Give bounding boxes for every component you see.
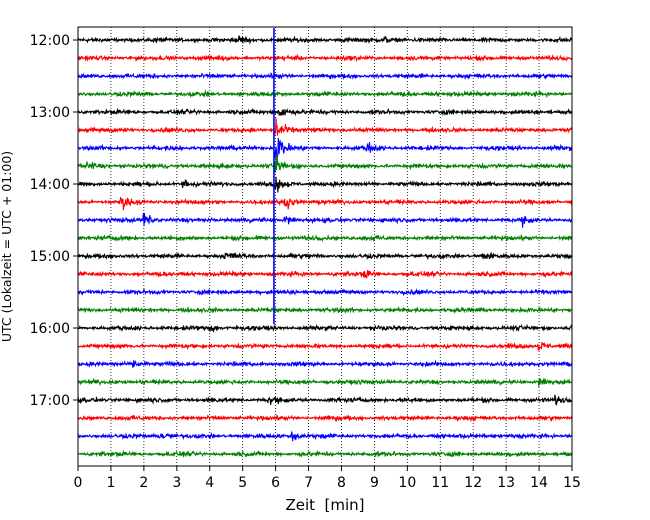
trace-1245 [77, 89, 573, 99]
trace-1215 [77, 53, 573, 63]
trace-1645 [77, 377, 573, 387]
x-tick-label: 0 [74, 475, 83, 491]
y-tick-label: 14:00 [30, 177, 70, 193]
trace-1530 [77, 288, 573, 297]
trace-1400 [77, 176, 573, 193]
x-tick-label: 4 [205, 475, 214, 491]
trace-1430 [77, 212, 573, 228]
y-tick-label: 12:00 [30, 33, 70, 49]
y-axis-ticks: 12:00 13:00 14:00 15:00 16:00 17:00 [30, 33, 78, 409]
helicorder-traces [77, 35, 573, 459]
x-tick-label: 13 [497, 475, 515, 491]
trace-1745 [77, 449, 573, 459]
trace-1330 [77, 137, 573, 165]
y-tick-label: 13:00 [30, 105, 70, 121]
y-tick-label: 16:00 [30, 321, 70, 337]
x-tick-label: 11 [431, 475, 449, 491]
x-tick-label: 5 [238, 475, 247, 491]
x-axis-title: Zeit [min] [285, 496, 364, 514]
trace-1515 [77, 269, 573, 279]
plot-frame [77, 26, 573, 467]
x-tick-label: 10 [398, 475, 416, 491]
trace-1445 [77, 233, 573, 243]
x-tick-label: 12 [464, 475, 482, 491]
x-tick-label: 1 [106, 475, 115, 491]
trace-1600 [77, 323, 573, 333]
trace-1315 [77, 117, 573, 136]
trace-1700 [77, 394, 573, 406]
vertical-grid [110, 27, 540, 466]
y-tick-label: 17:00 [30, 393, 70, 409]
x-tick-label: 3 [172, 475, 181, 491]
x-tick-label: 2 [139, 475, 148, 491]
trace-1415 [77, 196, 573, 211]
x-tick-label: 8 [337, 475, 346, 491]
trace-1730 [77, 430, 573, 442]
trace-1345 [77, 154, 573, 173]
trace-1230 [77, 72, 573, 81]
x-axis-ticks: 0 1 2 3 4 5 6 7 8 9 10 11 12 13 14 15 [74, 466, 581, 491]
trace-1630 [77, 359, 573, 368]
y-tick-label: 15:00 [30, 249, 70, 265]
x-tick-label: 15 [563, 475, 581, 491]
x-tick-label: 7 [304, 475, 313, 491]
trace-1715 [77, 414, 573, 423]
trace-1500 [77, 251, 573, 261]
trace-1545 [77, 305, 573, 315]
trace-1300 [77, 107, 573, 117]
y-axis-title: UTC (Lokalzeit = UTC + 01:00) [0, 151, 14, 342]
x-tick-label: 6 [271, 475, 280, 491]
x-tick-label: 9 [370, 475, 379, 491]
trace-1200 [77, 35, 573, 45]
x-tick-label: 14 [530, 475, 548, 491]
trace-1615 [77, 341, 573, 351]
